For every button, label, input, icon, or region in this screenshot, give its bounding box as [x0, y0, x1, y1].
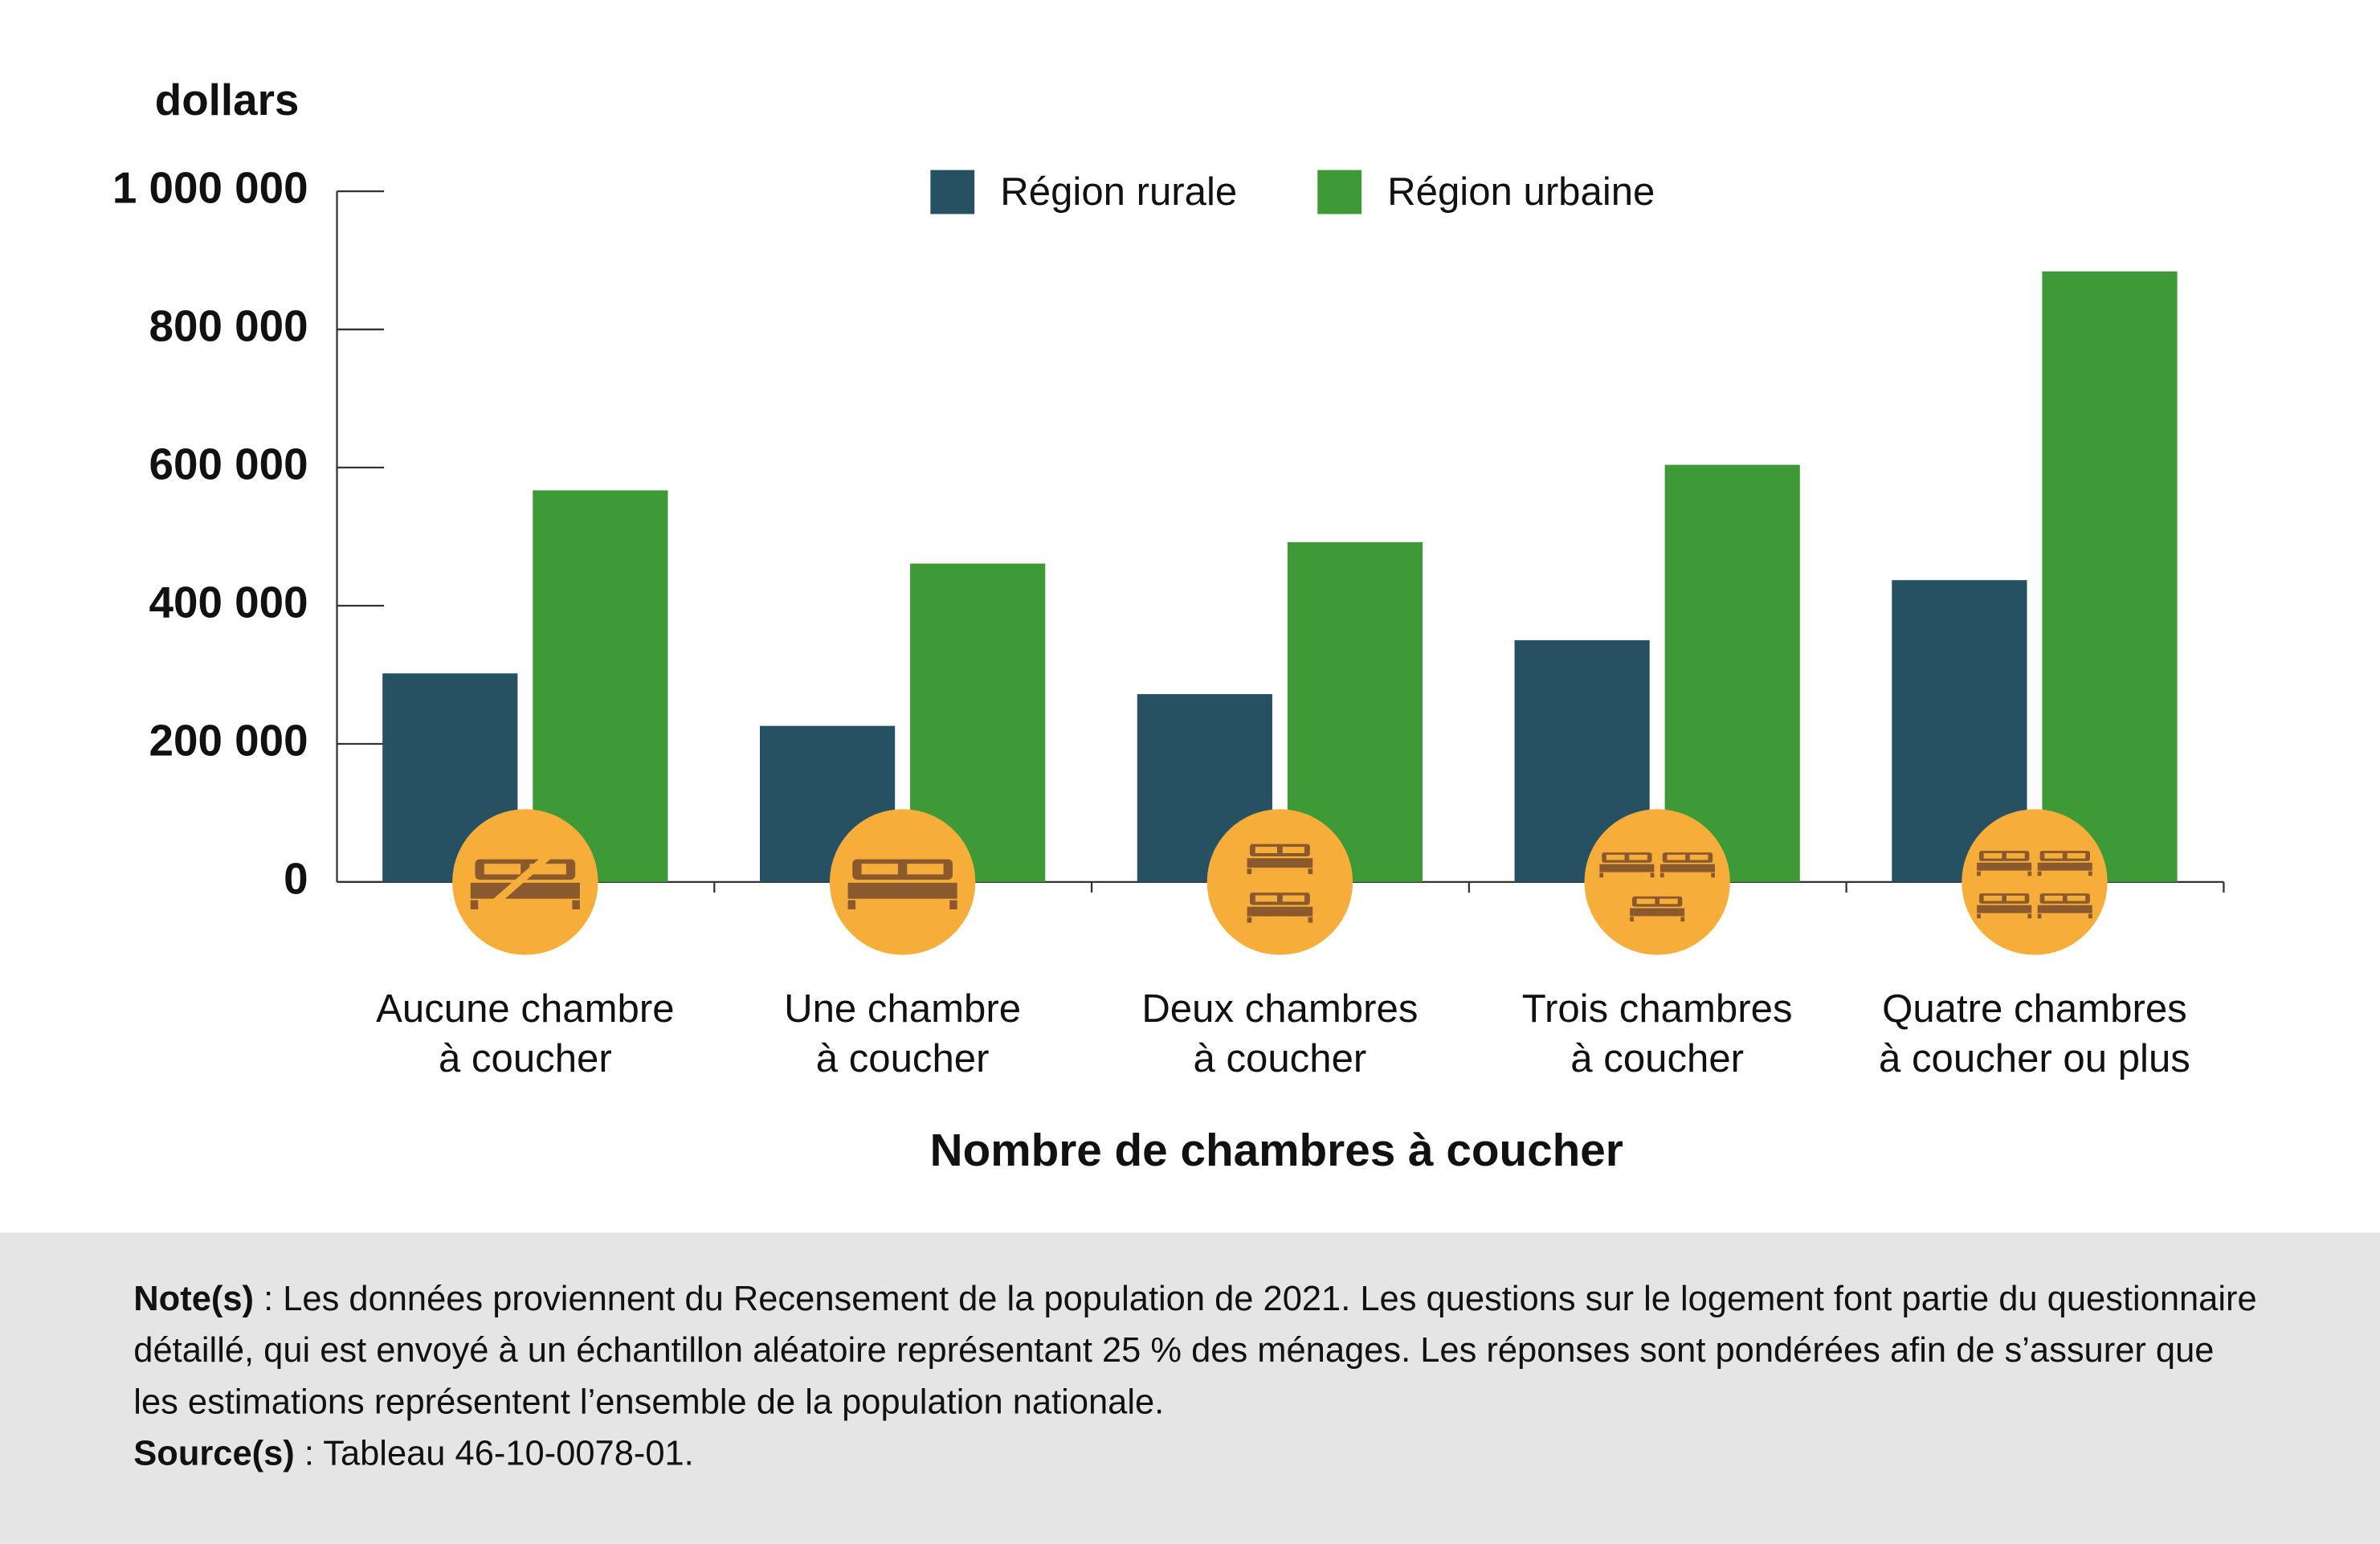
bed-icon	[2027, 871, 2032, 876]
bed-icon	[1680, 917, 1685, 922]
bed-icon	[1247, 858, 1313, 868]
icon-circle	[452, 809, 598, 955]
bed-icon	[1247, 906, 1313, 917]
bed-icon	[1650, 872, 1655, 878]
note-text: : Les données proviennent du Recensement…	[133, 1278, 2257, 1421]
legend-swatch	[1317, 170, 1362, 214]
icon-circle	[1962, 809, 2108, 955]
bed-icon	[1667, 854, 1686, 860]
bed-icon	[1659, 864, 1715, 872]
bed-icon	[1659, 898, 1678, 905]
bed-icon	[1629, 854, 1647, 860]
bed-icon	[1659, 872, 1664, 878]
bed-icon	[2088, 871, 2092, 876]
bed-icon	[847, 882, 957, 899]
bed-icon	[2037, 905, 2092, 913]
bed-icon	[470, 882, 580, 899]
category-icon	[1584, 809, 1730, 955]
y-axis-title: dollars	[155, 75, 300, 125]
y-tick-label: 200 000	[149, 715, 308, 765]
bed-icon	[1599, 864, 1655, 872]
bed-icon	[1977, 913, 1981, 919]
y-tick-label: 600 000	[149, 439, 308, 488]
bed-icon	[2044, 853, 2063, 859]
y-tick-label: 1 000 000	[112, 163, 308, 213]
bed-icon	[1636, 898, 1655, 905]
x-tick-label: Trois chambres à coucher	[1521, 985, 1793, 1081]
bed-icon	[847, 900, 856, 909]
bed-icon	[1977, 905, 2032, 913]
bed-icon	[2044, 895, 2063, 901]
source-text: : Tableau 46-10-0078-01.	[294, 1432, 694, 1473]
icon-circle	[1584, 809, 1730, 955]
bed-icon	[1282, 895, 1305, 902]
bed-icon	[2006, 895, 2025, 901]
bed-icon	[1977, 862, 2032, 871]
bed-icon	[470, 900, 479, 909]
icon-slash	[474, 833, 574, 921]
bar	[2042, 271, 2178, 882]
bed-icon	[2088, 913, 2092, 919]
note-label: Note(s)	[133, 1278, 255, 1318]
bed-icon	[1711, 872, 1715, 878]
bed-icon	[1630, 917, 1634, 922]
bed-icon	[2037, 913, 2042, 919]
bed-icon	[907, 864, 944, 875]
y-tick-label: 400 000	[149, 577, 308, 627]
x-tick-label: Deux chambres à coucher	[1141, 985, 1419, 1081]
x-tick-label: Aucune chambre à coucher	[376, 985, 675, 1081]
bar	[1664, 464, 1800, 882]
bed-icon	[1983, 895, 2002, 901]
category-icon	[829, 809, 976, 955]
bed-icon	[949, 900, 957, 909]
bed-icon	[1599, 872, 1604, 878]
bed-icon	[2006, 853, 2025, 859]
bed-icon	[2027, 913, 2032, 919]
chart: dollars Nombre de chambres à coucher 0 20…	[112, 75, 2225, 1176]
category-icon	[1206, 809, 1353, 955]
notes-text: Note(s) : Les données proviennent du Rec…	[133, 1272, 2259, 1479]
bed-icon	[572, 900, 580, 909]
category-icon	[452, 809, 598, 955]
icon-circle	[1206, 809, 1353, 955]
bed-icon	[2067, 853, 2086, 859]
bed-icon	[1255, 895, 1277, 902]
bed-icon	[484, 864, 521, 875]
bed-icon	[1282, 847, 1305, 854]
bed-icon	[1689, 854, 1708, 860]
bed-icon	[1255, 847, 1277, 854]
bed-icon	[1977, 871, 1981, 876]
bed-icon	[1983, 853, 2002, 859]
source-label: Source(s)	[133, 1432, 295, 1473]
legend-label: Région rurale	[1000, 170, 1237, 214]
bed-icon	[1247, 917, 1252, 923]
legend-swatch	[930, 170, 975, 214]
bed-icon	[2067, 895, 2086, 901]
bed-icon	[1308, 917, 1313, 923]
x-tick-label: Quatre chambres à coucher ou plus	[1879, 985, 2190, 1081]
x-axis-title: Nombre de chambres à coucher	[930, 1125, 1623, 1176]
bed-icon	[1308, 868, 1313, 875]
bed-icon	[1630, 908, 1685, 917]
legend-label: Région urbaine	[1387, 170, 1655, 214]
y-tick-label: 0	[284, 853, 308, 903]
bed-icon	[1606, 854, 1625, 860]
bed-icon	[861, 864, 898, 875]
icon-circle	[829, 809, 976, 955]
notes-box: Note(s) : Les données proviennent du Rec…	[0, 1232, 2380, 1544]
bed-icon	[1247, 868, 1252, 875]
bed-icon	[2037, 862, 2092, 871]
y-tick-label: 800 000	[149, 301, 308, 351]
category-icon	[1962, 809, 2108, 955]
x-tick-label: Une chambre à coucher	[784, 985, 1022, 1081]
bed-icon	[2037, 871, 2042, 876]
